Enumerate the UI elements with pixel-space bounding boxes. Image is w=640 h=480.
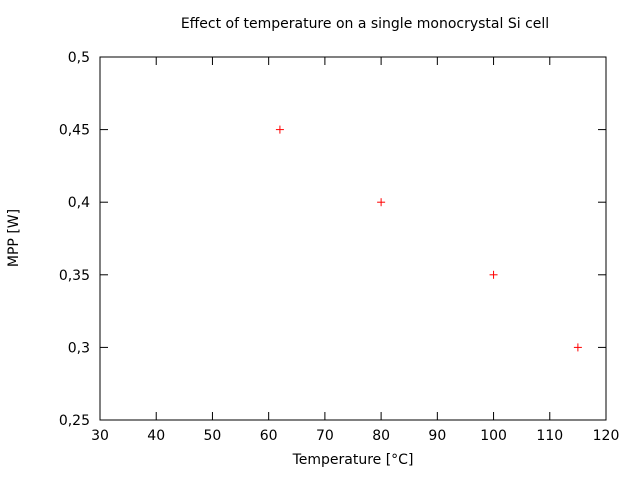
data-point: [275, 125, 284, 134]
x-tick-label: 90: [428, 428, 446, 444]
x-tick-label: 110: [536, 428, 563, 444]
data-point: [377, 198, 386, 207]
y-tick-label: 0,45: [59, 123, 90, 139]
y-tick-label: 0,35: [59, 268, 90, 284]
data-point: [489, 270, 498, 279]
x-tick-label: 100: [480, 428, 507, 444]
x-tick-label: 120: [593, 428, 620, 444]
y-tick-label: 0,3: [68, 340, 90, 356]
x-tick-label: 30: [91, 428, 109, 444]
x-tick-label: 50: [204, 428, 222, 444]
x-tick-label: 80: [372, 428, 390, 444]
y-tick-label: 0,5: [68, 50, 90, 66]
y-tick-label: 0,25: [59, 413, 90, 429]
x-axis-label: Temperature [°C]: [292, 452, 414, 468]
chart-title: Effect of temperature on a single monocr…: [180, 16, 550, 32]
x-tick-label: 40: [147, 428, 165, 444]
y-tick-label: 0,4: [68, 195, 90, 211]
x-tick-label: 70: [316, 428, 334, 444]
plot-border: [99, 56, 607, 421]
data-point: [573, 343, 582, 352]
x-tick-label: 60: [260, 428, 278, 444]
y-axis-label: MPP [W]: [6, 208, 22, 268]
